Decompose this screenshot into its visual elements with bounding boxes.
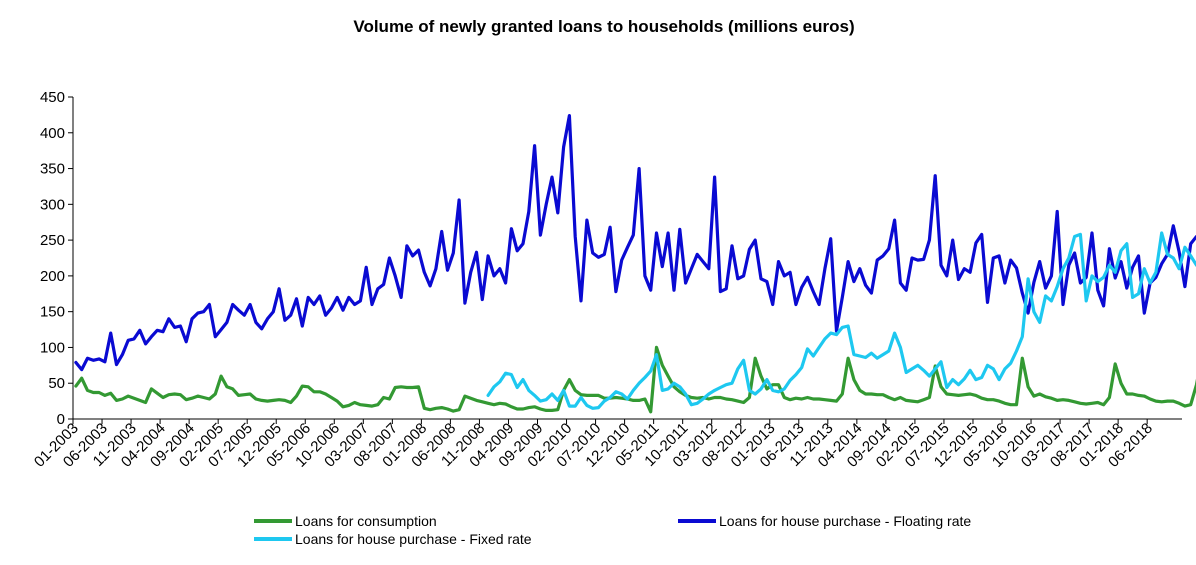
legend-label-2: Loans for house purchase - Fixed rate bbox=[295, 531, 532, 547]
y-tick-label: 350 bbox=[40, 161, 65, 178]
y-tick-label: 0 bbox=[57, 411, 65, 428]
y-axis: 0 50 100 150 200 250 300 350 400 450 bbox=[40, 89, 74, 428]
y-tick-label: 150 bbox=[40, 304, 65, 321]
y-tick-label: 250 bbox=[40, 232, 65, 249]
y-tick-label: 450 bbox=[40, 89, 65, 106]
x-axis: 01-200306-200311-200304-200409-200402-20… bbox=[31, 418, 1182, 471]
y-tick-label: 200 bbox=[40, 268, 65, 285]
y-tick-label: 400 bbox=[40, 125, 65, 142]
legend-label-0: Loans for consumption bbox=[295, 513, 437, 529]
legend: Loans for consumption Loans for house pur… bbox=[254, 513, 971, 547]
y-tick-label: 50 bbox=[48, 375, 65, 392]
legend-label-1: Loans for house purchase - Floating rate bbox=[719, 513, 971, 529]
y-tick-label: 300 bbox=[40, 196, 65, 213]
y-tick-label: 100 bbox=[40, 339, 65, 356]
series-line-0 bbox=[74, 345, 1196, 414]
series-line-2 bbox=[486, 231, 1196, 410]
chart-title: Volume of newly granted loans to househo… bbox=[353, 17, 854, 36]
series-lines bbox=[74, 113, 1196, 414]
series-line-1 bbox=[74, 113, 1196, 372]
